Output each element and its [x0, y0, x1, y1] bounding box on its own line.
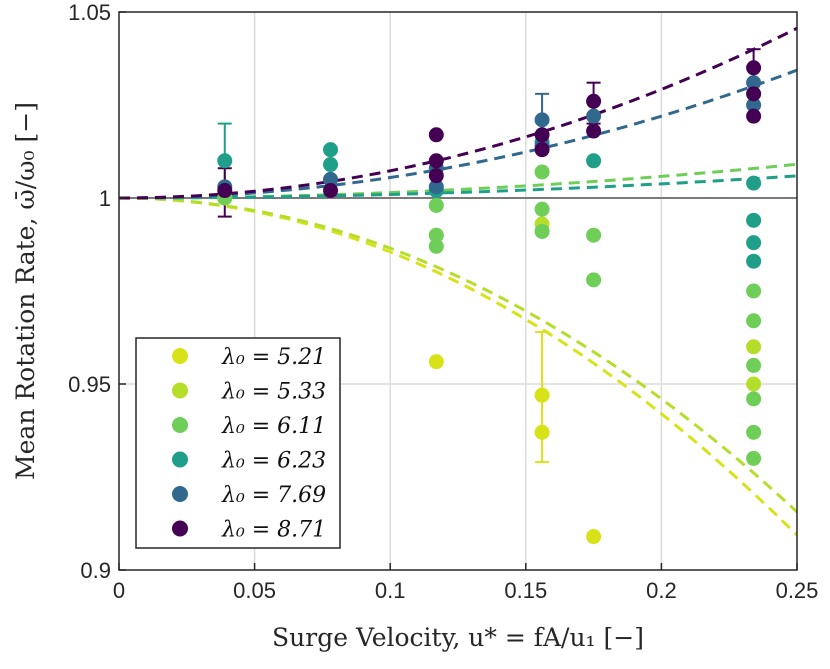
- data-point: [534, 164, 550, 180]
- y-tick-label: 1.05: [68, 0, 111, 25]
- data-point: [217, 153, 233, 169]
- x-tick-label: 0: [113, 578, 125, 603]
- x-tick-label: 0.1: [375, 578, 406, 603]
- y-tick-label: 0.95: [68, 372, 111, 397]
- data-point: [746, 175, 762, 191]
- data-point: [586, 529, 602, 545]
- data-point: [746, 391, 762, 407]
- data-point: [428, 197, 444, 213]
- data-point: [746, 235, 762, 251]
- data-point: [323, 183, 339, 199]
- data-point: [746, 212, 762, 228]
- data-point: [534, 127, 550, 143]
- data-point: [428, 238, 444, 254]
- data-point: [746, 424, 762, 440]
- legend-marker: [172, 520, 188, 537]
- legend-label: λ₀ = 7.69: [221, 483, 326, 508]
- data-point: [323, 171, 339, 187]
- legend-label: λ₀ = 5.33: [221, 380, 326, 405]
- data-point: [746, 108, 762, 124]
- data-point: [746, 97, 762, 113]
- data-point: [746, 60, 762, 76]
- data-point: [534, 223, 550, 239]
- data-point: [428, 127, 444, 143]
- y-axis-label-text: Mean Rotation Rate, ω̄/ω₀ [−]: [11, 102, 40, 480]
- data-point: [586, 123, 602, 139]
- data-point: [428, 227, 444, 243]
- data-point: [323, 157, 339, 173]
- data-point: [534, 201, 550, 217]
- data-point: [428, 179, 444, 195]
- legend-marker: [172, 348, 188, 364]
- y-axis-label: Mean Rotation Rate, ω̄/ω₀ [−]: [11, 102, 40, 480]
- data-point: [217, 183, 233, 199]
- data-point: [586, 108, 602, 124]
- data-point: [746, 313, 762, 329]
- x-tick-label: 0.05: [233, 578, 276, 603]
- data-point: [746, 376, 762, 392]
- legend-marker: [172, 451, 188, 468]
- fit-curve: [119, 26, 797, 200]
- plot-frame: [118, 11, 798, 571]
- data-point: [534, 424, 550, 440]
- data-point: [746, 339, 762, 355]
- y-tick-label: 1: [99, 186, 111, 211]
- legend-label: λ₀ = 6.11: [221, 414, 326, 439]
- data-point: [428, 168, 444, 184]
- x-tick-label: 0.25: [776, 578, 819, 603]
- data-point: [428, 354, 444, 370]
- data-point: [746, 450, 762, 466]
- data-point: [323, 142, 339, 158]
- data-point: [586, 93, 602, 109]
- data-point: [746, 75, 762, 91]
- x-axis-label-text: Surge Velocity, u* = fA/u₁ [−]: [272, 623, 644, 652]
- legend-marker: [172, 382, 188, 399]
- data-point: [746, 283, 762, 299]
- legend: λ₀ = 5.21 λ₀ = 5.33 λ₀ = 6.11 λ₀ = 6.23 λ₀ =…: [135, 337, 341, 549]
- data-point: [746, 357, 762, 373]
- legend-marker: [172, 486, 188, 502]
- data-point: [586, 272, 602, 288]
- data-point: [534, 112, 550, 128]
- data-point: [428, 153, 444, 169]
- data-point: [746, 253, 762, 269]
- data-point: [746, 86, 762, 102]
- x-tick-label: 0.2: [646, 578, 677, 603]
- y-tick-label: 0.9: [80, 558, 111, 583]
- data-points: [217, 60, 762, 545]
- x-tick-label: 0.15: [504, 578, 547, 603]
- legend-label: λ₀ = 8.71: [221, 518, 326, 543]
- legend-box: [135, 337, 341, 549]
- data-point: [586, 153, 602, 169]
- axis-ticks: 0 0.05 0.1 0.15 0.2 0.25 0.9 0.95 1 1.05: [68, 0, 818, 603]
- data-point: [534, 142, 550, 158]
- data-point: [534, 387, 550, 403]
- legend-label: λ₀ = 5.21: [221, 345, 326, 370]
- x-axis-label: Surge Velocity, u* = fA/u₁ [−]: [272, 623, 644, 652]
- fit-curve: [119, 196, 797, 514]
- legend-label: λ₀ = 6.23: [221, 449, 326, 474]
- data-point: [586, 227, 602, 243]
- legend-marker: [172, 417, 188, 433]
